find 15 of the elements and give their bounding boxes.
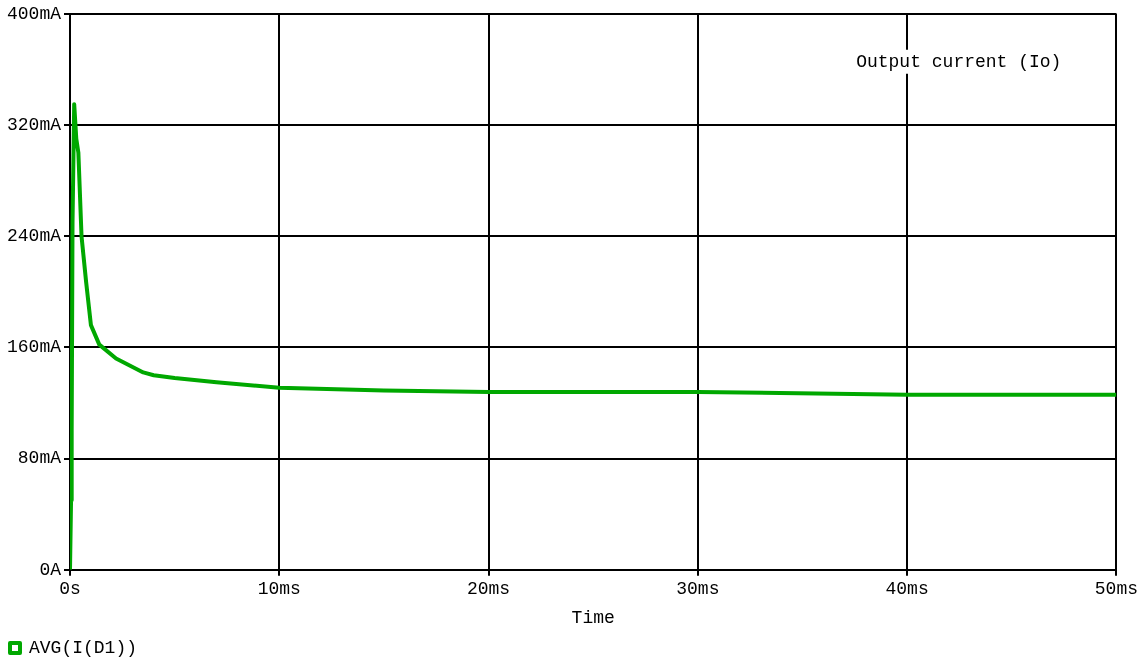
y-tick-label: 400mA bbox=[6, 3, 62, 24]
x-tick-label: 10ms bbox=[257, 579, 301, 600]
x-tick-label: 20ms bbox=[466, 579, 511, 600]
x-axis-title: Time bbox=[571, 607, 615, 628]
annotation: Output current (Io) bbox=[856, 51, 1062, 72]
y-tick-label: 320mA bbox=[6, 114, 62, 135]
x-tick-label: 30ms bbox=[676, 579, 720, 600]
x-tick-label: 50ms bbox=[1094, 579, 1139, 600]
y-tick-label: 160mA bbox=[6, 337, 62, 358]
x-tick-label: 0s bbox=[59, 579, 81, 600]
y-tick-label: 0A bbox=[39, 559, 62, 580]
legend-label: AVG(I(D1)) bbox=[29, 637, 138, 658]
x-tick-label: 40ms bbox=[885, 579, 929, 600]
y-tick-label: 80mA bbox=[17, 448, 62, 469]
y-tick-label: 240mA bbox=[6, 225, 62, 246]
